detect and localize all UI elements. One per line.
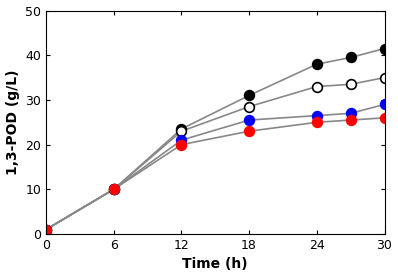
X-axis label: Time (h): Time (h) <box>182 257 248 271</box>
Y-axis label: 1,3-POD (g/L): 1,3-POD (g/L) <box>6 70 20 175</box>
